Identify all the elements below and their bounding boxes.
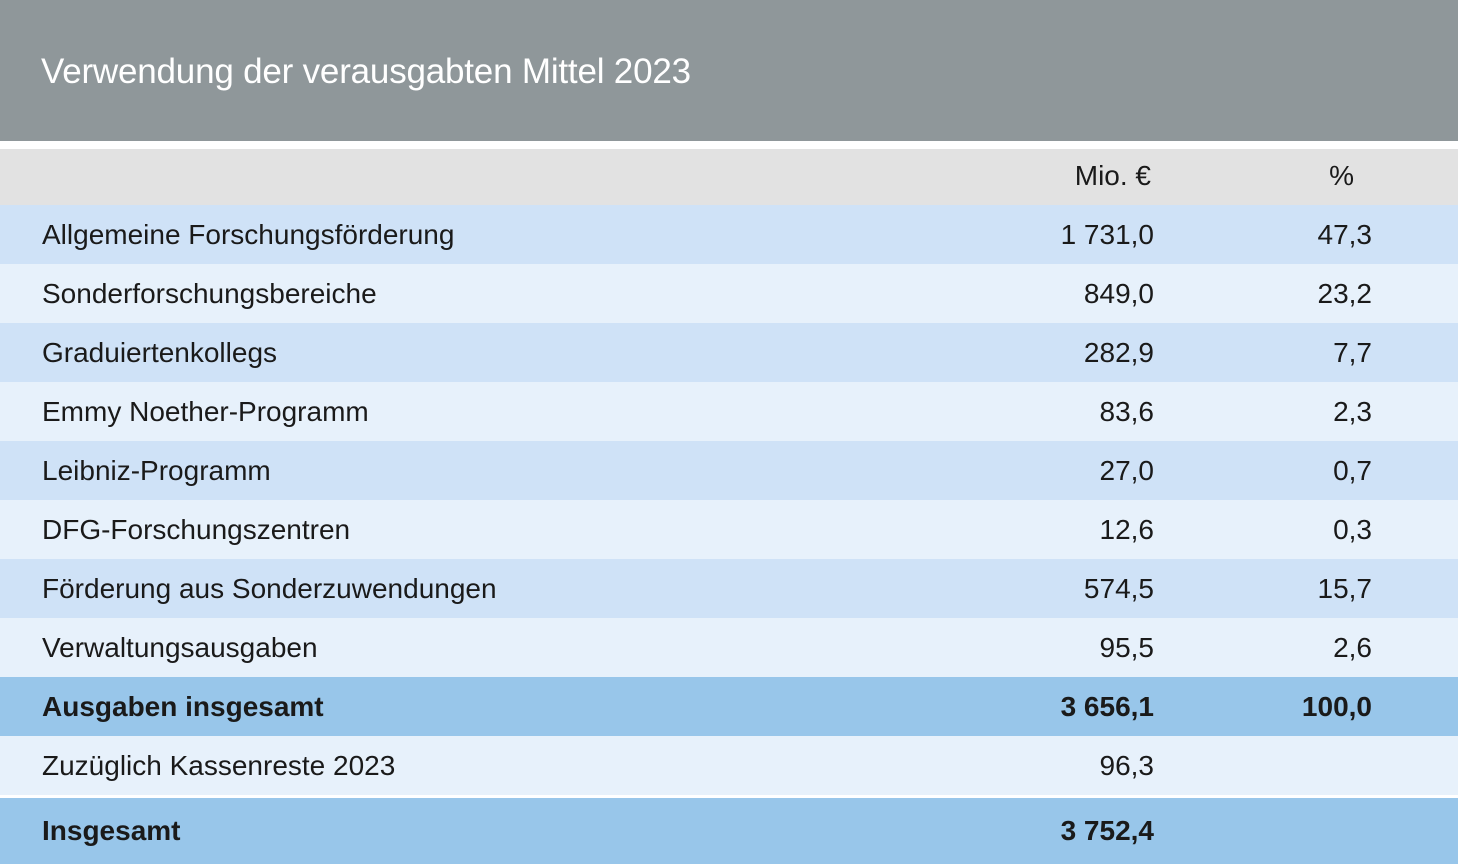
grand-total-label: Insgesamt (42, 815, 181, 846)
row-label: Sonderforschungsbereiche (42, 277, 377, 309)
grand-total-row: Insgesamt 3 752,4 (0, 795, 1458, 864)
row-label: Emmy Noether-Programm (42, 395, 369, 427)
row-mio-value: 27,0 (1099, 454, 1155, 486)
row-percent-value: 2,3 (1333, 395, 1372, 427)
row-label: DFG-Forschungszentren (42, 513, 351, 545)
column-header-mio: Mio. € (1074, 160, 1151, 191)
title-bar: Verwendung der verausgabten Mittel 2023 (0, 0, 1458, 141)
subtotal-label: Ausgaben insgesamt (42, 690, 324, 722)
expenditure-table: Mio. € % Allgemeine Forschungsförderung … (0, 149, 1458, 864)
table-row: Verwaltungsausgaben 95,5 2,6 (0, 618, 1458, 677)
row-percent-value: 0,3 (1333, 513, 1372, 545)
column-header-percent: % (1329, 160, 1354, 191)
table-row: Emmy Noether-Programm 83,6 2,3 (0, 382, 1458, 441)
carryover-row: Zuzüglich Kassenreste 2023 96,3 (0, 736, 1458, 795)
table-row: Förderung aus Sonderzuwendungen 574,5 15… (0, 559, 1458, 618)
table-row: Sonderforschungsbereiche 849,0 23,2 (0, 264, 1458, 323)
table-row: DFG-Forschungszentren 12,6 0,3 (0, 500, 1458, 559)
row-mio-value: 12,6 (1099, 513, 1155, 545)
row-label: Verwaltungsausgaben (42, 631, 318, 663)
row-mio-value: 849,0 (1083, 277, 1154, 309)
column-header-row: Mio. € % (0, 149, 1458, 205)
row-percent-value: 47,3 (1317, 218, 1373, 250)
grand-total-mio-value: 3 752,4 (1060, 815, 1154, 846)
row-mio-value: 95,5 (1099, 631, 1155, 663)
row-percent-value: 7,7 (1333, 336, 1372, 368)
row-percent-value: 0,7 (1333, 454, 1372, 486)
subtotal-row: Ausgaben insgesamt 3 656,1 100,0 (0, 677, 1458, 736)
carryover-label: Zuzüglich Kassenreste 2023 (42, 749, 396, 781)
row-mio-value: 574,5 (1083, 572, 1154, 604)
row-mio-value: 83,6 (1099, 395, 1155, 427)
row-label: Graduiertenkollegs (42, 336, 278, 368)
row-mio-value: 282,9 (1083, 336, 1154, 368)
subtotal-percent-value: 100,0 (1301, 690, 1372, 722)
row-percent-value: 15,7 (1317, 572, 1373, 604)
carryover-mio-value: 96,3 (1099, 749, 1155, 781)
row-label: Allgemeine Forschungsförderung (42, 218, 455, 250)
table-row: Graduiertenkollegs 282,9 7,7 (0, 323, 1458, 382)
page-title: Verwendung der verausgabten Mittel 2023 (41, 52, 691, 91)
row-percent-value: 23,2 (1317, 277, 1373, 309)
row-label: Leibniz-Programm (42, 454, 271, 486)
row-percent-value: 2,6 (1333, 631, 1372, 663)
table-row: Allgemeine Forschungsförderung 1 731,0 4… (0, 205, 1458, 264)
subtotal-mio-value: 3 656,1 (1060, 690, 1154, 722)
table-row: Leibniz-Programm 27,0 0,7 (0, 441, 1458, 500)
row-mio-value: 1 731,0 (1060, 218, 1154, 250)
row-label: Förderung aus Sonderzuwendungen (42, 572, 497, 604)
